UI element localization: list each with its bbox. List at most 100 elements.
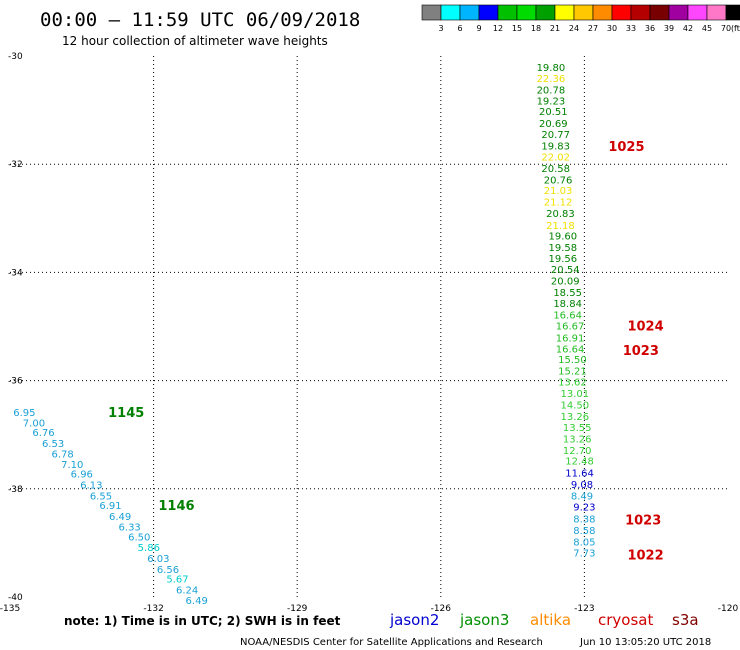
wave-height-value: 12.70 [563, 446, 592, 457]
data-points: 6.957.006.766.536.787.106.966.136.556.91… [13, 63, 663, 607]
wave-height-value: 20.58 [541, 164, 570, 175]
color-scale-label: 15 [512, 24, 522, 33]
legend-note: note: 1) Time is in UTC; 2) SWH is in fe… [64, 614, 341, 628]
wave-height-value: 20.51 [539, 107, 568, 118]
legend-item-s3a: s3a [672, 611, 699, 629]
y-tick-label: -40 [8, 593, 23, 603]
wave-height-value: 19.23 [537, 96, 566, 107]
wave-height-value: 18.84 [553, 299, 582, 310]
legend-item-altika: altika [530, 611, 571, 629]
color-swatch [611, 4, 632, 21]
wave-height-value: 9.23 [573, 503, 595, 514]
color-scale-label: 45 [702, 24, 712, 33]
color-swatch [668, 4, 689, 21]
color-swatch [649, 4, 670, 21]
wave-height-value: 19.80 [537, 63, 566, 74]
color-scale-label: 21 [550, 24, 560, 33]
legend-item-cryosat: cryosat [598, 611, 653, 629]
wave-height-value: 19.58 [549, 243, 578, 254]
color-swatch [516, 4, 537, 21]
wave-height-value: 21.12 [544, 198, 573, 209]
y-tick-label: -30 [8, 52, 23, 62]
color-scale-label: 12 [493, 24, 503, 33]
wave-height-value: 21.03 [544, 186, 573, 197]
footer-timestamp: Jun 10 13:05:20 UTC 2018 [579, 637, 711, 648]
color-scale-label: 33 [626, 24, 636, 33]
wave-height-value: 9.08 [571, 480, 593, 491]
y-tick-label: -34 [8, 268, 23, 278]
time-label: 1145 [108, 406, 144, 421]
wave-height-value: 16.67 [556, 321, 585, 332]
color-scale-unit: (ft) [731, 24, 740, 33]
color-swatch [421, 4, 442, 21]
wave-height-value: 22.02 [541, 153, 570, 164]
wave-height-value: 13.26 [563, 434, 592, 445]
color-scale-label: 24 [569, 24, 579, 33]
wave-height-value: 20.83 [546, 209, 575, 220]
y-tick-label: -36 [8, 377, 23, 387]
wave-height-value: 19.60 [549, 232, 578, 243]
wave-height-value: 6.33 [119, 523, 141, 534]
wave-height-value: 15.21 [558, 366, 587, 377]
time-label: 1025 [608, 140, 644, 155]
wave-height-value: 6.50 [128, 532, 150, 543]
color-scale-label: 9 [476, 24, 481, 33]
color-swatch [554, 4, 575, 21]
color-scale-label: 18 [531, 24, 541, 33]
color-swatch [725, 4, 740, 21]
wave-height-value: 6.13 [80, 480, 102, 491]
wave-height-value: 8.58 [573, 526, 595, 537]
wave-height-value: 6.78 [52, 450, 74, 461]
wave-height-value: 11.64 [565, 469, 594, 480]
wave-height-value: 8.49 [571, 491, 593, 502]
legend: jason2 jason3 altika cryosat s3a [389, 611, 699, 629]
color-scale-label: 39 [664, 24, 674, 33]
color-scale-label: 36 [645, 24, 655, 33]
color-scale-label: 27 [588, 24, 598, 33]
time-label: 1146 [158, 499, 194, 514]
wave-height-value: 6.55 [90, 491, 112, 502]
color-swatch [630, 4, 651, 21]
y-tick-label: -32 [8, 160, 23, 170]
wave-height-value: 6.56 [157, 565, 179, 576]
color-swatch [687, 4, 708, 21]
wave-height-value: 6.95 [13, 408, 35, 419]
wave-height-value: 13.26 [561, 412, 590, 423]
wave-height-value: 7.10 [61, 460, 83, 471]
y-tick-label: -38 [8, 485, 23, 495]
x-tick-label: -126 [431, 604, 452, 614]
wave-height-value: 5.67 [166, 575, 188, 586]
time-label: 1023 [623, 344, 659, 359]
color-swatch [573, 4, 594, 21]
time-label: 1024 [627, 319, 663, 334]
wave-height-value: 12.48 [565, 457, 594, 468]
wave-height-value: 6.49 [186, 596, 208, 607]
x-tick-label: -123 [574, 604, 594, 614]
chart-subtitle: 12 hour collection of altimeter wave hei… [62, 34, 328, 48]
color-swatch [535, 4, 556, 21]
color-scale-label: 70 [721, 24, 731, 33]
color-scale-label: 6 [457, 24, 462, 33]
wave-height-value: 7.00 [23, 418, 45, 429]
wave-height-value: 21.18 [546, 221, 575, 232]
wave-height-value: 20.76 [544, 175, 573, 186]
wave-height-value: 13.62 [558, 378, 587, 389]
wave-height-value: 15.50 [558, 355, 587, 366]
wave-height-value: 20.78 [537, 86, 566, 97]
wave-height-value: 18.55 [553, 288, 582, 299]
wave-height-value: 16.64 [556, 345, 585, 356]
x-tick-label: -135 [0, 604, 20, 614]
color-swatch [478, 4, 499, 21]
legend-item-jason3: jason3 [459, 611, 509, 629]
wave-height-value: 19.56 [549, 254, 578, 265]
wave-height-value: 6.49 [109, 512, 131, 523]
axis-ticks: -135 -132 -129 -126 -123 -120 -30 -32 -34 -36 -38 -… [0, 52, 738, 614]
time-label: 1022 [627, 548, 663, 563]
wave-height-value: 8.05 [573, 537, 595, 548]
color-swatch [497, 4, 518, 21]
wave-height-value: 20.77 [541, 130, 570, 141]
x-tick-label: -132 [143, 604, 163, 614]
color-scale-label: 3 [438, 24, 443, 33]
wave-height-value: 6.24 [176, 585, 198, 596]
